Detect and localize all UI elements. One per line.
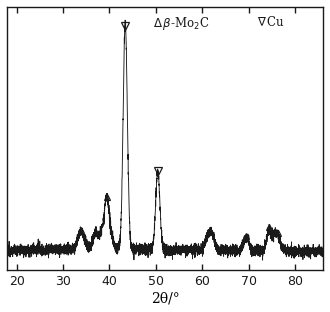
X-axis label: 2θ/°: 2θ/° (151, 291, 180, 305)
Text: $\nabla\,$Cu: $\nabla\,$Cu (257, 15, 285, 29)
Text: $\Delta\,\beta$-Mo$_2$C: $\Delta\,\beta$-Mo$_2$C (152, 15, 209, 32)
